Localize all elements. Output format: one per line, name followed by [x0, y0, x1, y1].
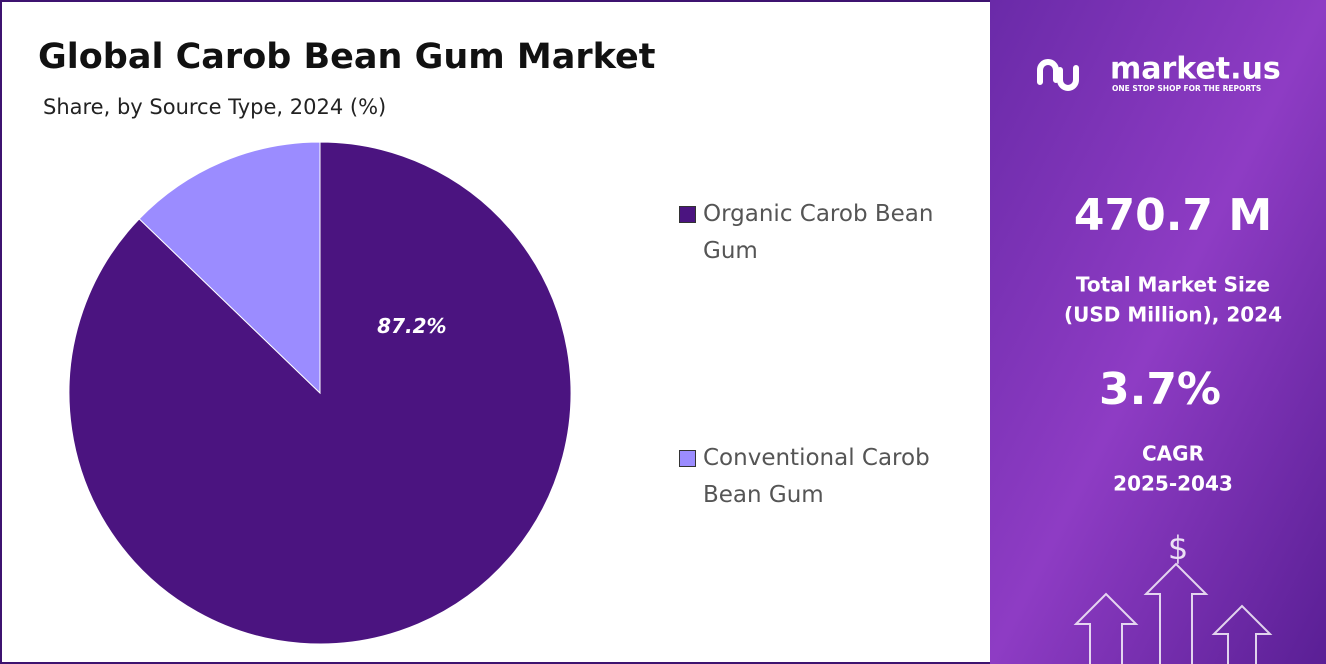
logo-tagline: ONE STOP SHOP FOR THE REPORTS [1112, 84, 1261, 93]
pie: 87.2% [68, 141, 572, 645]
legend-swatch [679, 450, 696, 467]
arrows [1073, 562, 1273, 664]
cagr-label: CAGR [1142, 442, 1204, 466]
cagr: 3.7% [1099, 364, 1221, 415]
logo: market.us ONE STOP SHOP FOR THE REPORTS [1037, 52, 1281, 93]
legend-swatch [679, 206, 696, 223]
chart-title: Global Carob Bean Gum Market [38, 37, 655, 77]
legend-label: Conventional Carob Bean Gum [703, 445, 930, 508]
cagr-label: 2025-2043 [1113, 472, 1233, 496]
dollar-icon: $ [1168, 529, 1188, 567]
market-size-label: Total Market Size [1076, 273, 1270, 297]
legend-entry: Organic Carob Bean Gum [679, 196, 953, 270]
legend-label: Organic Carob Bean Gum [703, 201, 934, 264]
data-label: 87.2% [377, 314, 446, 338]
legend-entry: Conventional Carob Bean Gum [679, 440, 953, 514]
logo-text: market.us [1110, 52, 1281, 87]
sidebar-bg [990, 0, 1326, 664]
pie-slice [138, 141, 321, 395]
logo-icon [1037, 59, 1079, 91]
market-size: 470.7 M [1074, 190, 1272, 241]
market-size-label: (USD Million), 2024 [1064, 303, 1282, 327]
chart-subtitle: Share, by Source Type, 2024 (%) [43, 95, 386, 119]
